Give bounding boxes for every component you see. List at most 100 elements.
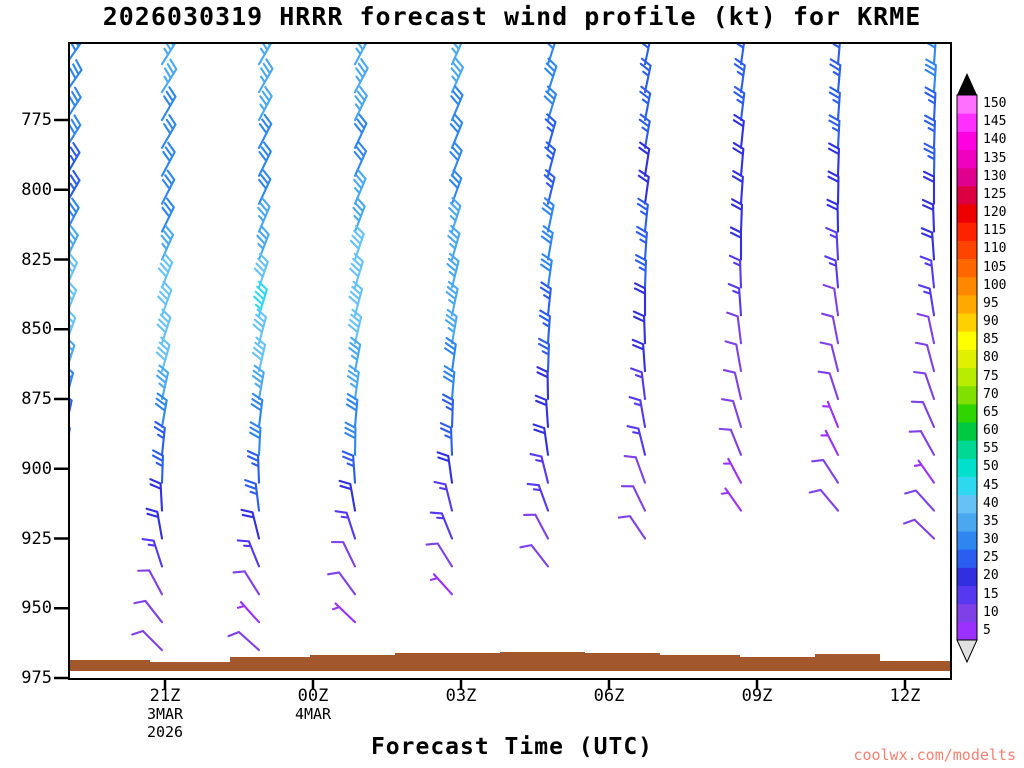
wind-barb [69,169,81,205]
colorbar-segment [957,113,977,132]
colorbar-segment [957,567,977,586]
wind-barb [232,570,261,596]
wind-barb [151,449,164,484]
wind-barb [256,224,270,261]
y-tick-label: 950 [21,598,52,619]
wind-barb [628,396,647,428]
colorbar-over-arrow [957,73,977,95]
x-tick-label: 06Z [593,686,625,706]
wind-barb [156,308,172,345]
colorbar-label: 85 [983,332,999,348]
colorbar-label: 145 [983,114,1007,130]
wind-barb [69,197,80,233]
colorbar-under-arrow [956,639,978,664]
wind-barb [353,169,367,205]
wind-barb [733,43,746,66]
wind-barb [638,113,651,149]
wind-barb [69,225,79,261]
wind-barb [445,280,459,317]
wind-barb [923,114,936,149]
wind-barb [637,169,650,205]
wind-barb [157,252,174,289]
wind-barb [920,227,936,261]
wind-barb [626,425,647,456]
y-tick-label: 775 [21,110,52,130]
wind-barb [620,485,647,512]
colorbar-label: 70 [983,386,999,402]
colorbar-segment [957,204,977,223]
wind-barb [732,113,745,149]
colorbar-label: 135 [983,150,1007,166]
wind-barb [821,312,840,345]
colorbar-label: 50 [983,459,999,475]
wind-barb [729,226,743,261]
wind-barb [441,393,454,428]
colorbar-label: 65 [983,404,999,420]
wind-barb [730,198,743,233]
wind-barb [240,508,261,540]
colorbar-segment [957,621,977,641]
wind-barb [827,170,840,205]
wind-barb [436,451,454,484]
wind-barb [544,113,557,149]
wind-barb [133,599,164,624]
wind-barb [913,459,936,484]
wind-barb [541,197,555,233]
wind-barb [543,169,556,205]
wind-barb [919,255,936,289]
wind-barb [634,254,647,289]
wind-barb [822,400,840,428]
wind-barb [539,281,552,317]
wind-barb [257,113,273,149]
wind-barb [69,364,75,401]
wind-barb [721,398,743,428]
colorbar-segment [957,95,977,114]
wind-barb [532,423,550,456]
colorbar-segment [957,494,977,514]
colorbar-label: 25 [983,550,999,566]
wind-barb [334,510,357,540]
wind-barb [353,141,368,177]
wind-barb [347,308,363,345]
colorbar-segment [957,458,977,477]
wind-barb [37,626,66,656]
wind-barb [227,630,261,652]
wind-barb [69,308,77,345]
wind-barb [251,364,265,401]
wind-barb [253,252,269,289]
wind-barb [160,114,177,149]
colorbar-label: 30 [983,532,999,548]
wind-barb [724,340,743,373]
wind-barb [56,450,68,483]
wind-barb [904,489,936,512]
colorbar-label: 130 [983,168,1007,184]
wind-barb [257,86,273,122]
wind-barb [828,86,841,122]
wind-barb [718,427,743,456]
wind-barb [160,169,176,205]
colorbar-label: 20 [983,568,999,584]
wind-barb [257,141,272,177]
wind-barb [537,337,550,373]
wind-barb [922,170,936,205]
wind-barb [811,459,840,484]
wind-barb [732,142,745,177]
wind-barb [345,393,359,428]
colorbar-label: 45 [983,477,999,493]
wind-barb [630,367,647,401]
wind-barb [56,479,66,511]
colorbar-segment [957,222,977,241]
wind-barb [902,518,936,540]
wind-barb [257,169,272,205]
wind-barb [252,308,268,345]
wind-barb [69,59,83,94]
wind-barb [924,43,937,66]
wind-barb [536,366,550,401]
y-tick-label: 825 [21,249,52,270]
wind-barb [52,507,66,540]
wind-barb [817,370,840,401]
wind-barb [347,364,360,401]
wind-barb [348,336,362,373]
wind-barb [160,86,177,122]
colorbar-segment [957,476,977,496]
